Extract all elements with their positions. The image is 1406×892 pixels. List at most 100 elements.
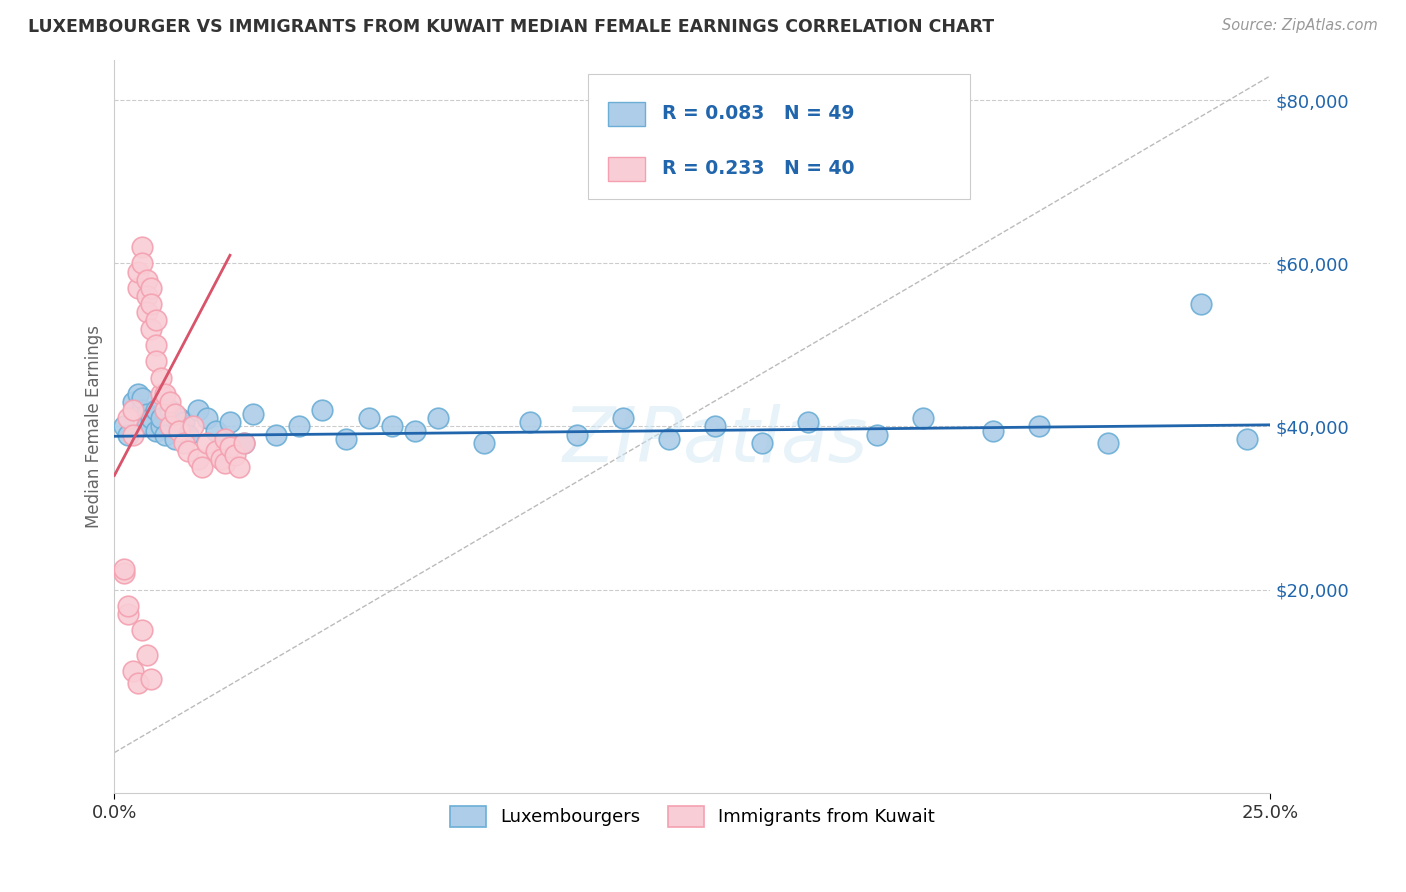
Text: ZIPatlas: ZIPatlas: [562, 404, 868, 478]
Point: [195, 435, 218, 450]
Point: [149, 387, 172, 401]
Point: [117, 411, 139, 425]
Point: [565, 427, 588, 442]
Point: [335, 432, 357, 446]
Point: [167, 411, 190, 425]
Point: [127, 281, 149, 295]
Point: [141, 411, 163, 425]
Point: [519, 416, 541, 430]
Point: [214, 456, 236, 470]
Point: [112, 566, 135, 581]
Point: [205, 444, 228, 458]
FancyBboxPatch shape: [588, 74, 970, 199]
Point: [191, 460, 214, 475]
Point: [177, 427, 200, 442]
Point: [232, 435, 254, 450]
Point: [155, 427, 177, 442]
Point: [866, 427, 889, 442]
Point: [404, 424, 426, 438]
Point: [232, 435, 254, 450]
Point: [122, 403, 145, 417]
Point: [145, 354, 167, 368]
Point: [112, 562, 135, 576]
Point: [135, 305, 157, 319]
Point: [264, 427, 287, 442]
Point: [155, 387, 177, 401]
Point: [141, 281, 163, 295]
Point: [149, 419, 172, 434]
Point: [219, 440, 242, 454]
Point: [141, 672, 163, 686]
Text: R = 0.083   N = 49: R = 0.083 N = 49: [662, 104, 855, 123]
Point: [131, 256, 153, 270]
Point: [181, 419, 204, 434]
Point: [205, 424, 228, 438]
Y-axis label: Median Female Earnings: Median Female Earnings: [86, 325, 103, 528]
Point: [163, 407, 186, 421]
Point: [131, 240, 153, 254]
Point: [117, 599, 139, 613]
Point: [187, 403, 209, 417]
Point: [288, 419, 311, 434]
Point: [135, 273, 157, 287]
Point: [1236, 432, 1258, 446]
Point: [145, 338, 167, 352]
Point: [1028, 419, 1050, 434]
FancyBboxPatch shape: [607, 157, 645, 181]
Point: [751, 435, 773, 450]
Point: [155, 403, 177, 417]
Point: [145, 403, 167, 417]
Point: [135, 648, 157, 662]
Point: [209, 452, 232, 467]
Point: [228, 460, 250, 475]
Point: [141, 321, 163, 335]
Point: [381, 419, 404, 434]
Text: LUXEMBOURGER VS IMMIGRANTS FROM KUWAIT MEDIAN FEMALE EARNINGS CORRELATION CHART: LUXEMBOURGER VS IMMIGRANTS FROM KUWAIT M…: [28, 18, 994, 36]
Point: [127, 264, 149, 278]
Point: [214, 432, 236, 446]
Point: [122, 395, 145, 409]
Point: [159, 395, 181, 409]
Point: [173, 435, 195, 450]
Point: [141, 419, 163, 434]
Point: [242, 407, 264, 421]
Point: [135, 416, 157, 430]
Legend: Luxembourgers, Immigrants from Kuwait: Luxembourgers, Immigrants from Kuwait: [440, 797, 943, 836]
Point: [797, 416, 820, 430]
Point: [177, 444, 200, 458]
Point: [357, 411, 380, 425]
Point: [135, 289, 157, 303]
Point: [427, 411, 450, 425]
Point: [704, 419, 727, 434]
Point: [112, 419, 135, 434]
Point: [159, 403, 181, 417]
Point: [149, 411, 172, 425]
Point: [658, 432, 681, 446]
Point: [149, 370, 172, 384]
Point: [145, 313, 167, 327]
Point: [117, 607, 139, 621]
Point: [141, 297, 163, 311]
Point: [472, 435, 495, 450]
Point: [131, 403, 153, 417]
Point: [122, 427, 145, 442]
Point: [173, 416, 195, 430]
Point: [127, 387, 149, 401]
Point: [912, 411, 935, 425]
Point: [224, 448, 246, 462]
Point: [1189, 297, 1212, 311]
Point: [122, 664, 145, 678]
Point: [612, 411, 634, 425]
Point: [187, 452, 209, 467]
Point: [1097, 435, 1119, 450]
Point: [219, 416, 242, 430]
Point: [159, 419, 181, 434]
Point: [117, 427, 139, 442]
FancyBboxPatch shape: [607, 103, 645, 126]
Point: [135, 407, 157, 421]
Point: [145, 424, 167, 438]
Point: [167, 424, 190, 438]
Text: Source: ZipAtlas.com: Source: ZipAtlas.com: [1222, 18, 1378, 33]
Point: [127, 676, 149, 690]
Text: R = 0.233   N = 40: R = 0.233 N = 40: [662, 160, 855, 178]
